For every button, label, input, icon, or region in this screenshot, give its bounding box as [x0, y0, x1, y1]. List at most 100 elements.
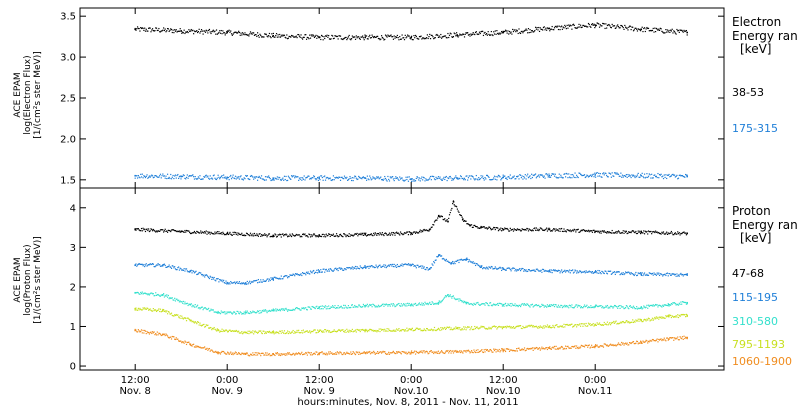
trace-dot: [672, 173, 674, 175]
trace-dot: [408, 231, 410, 233]
trace-dot: [542, 268, 544, 270]
trace-dot: [417, 351, 419, 354]
trace-dot: [219, 178, 221, 180]
trace-dot: [238, 313, 241, 315]
trace-dot: [191, 272, 193, 274]
trace-dot: [315, 179, 317, 181]
trace-dot: [389, 35, 391, 37]
trace-dot: [298, 35, 301, 37]
trace-dot: [332, 353, 334, 355]
trace-dot: [234, 231, 236, 233]
y-tick-label: 2: [70, 282, 76, 293]
trace-dot: [167, 336, 169, 339]
trace-dot: [279, 234, 282, 236]
trace-dot: [379, 232, 381, 234]
trace-dot: [294, 354, 296, 356]
trace-dot: [163, 230, 166, 232]
trace-dot: [267, 234, 269, 236]
trace-dot: [509, 32, 511, 34]
trace-dot: [481, 303, 483, 305]
trace-dot: [328, 34, 330, 37]
trace-dot: [612, 175, 614, 177]
trace-dot: [155, 265, 157, 267]
trace-dot: [160, 334, 162, 337]
trace-dot: [598, 346, 601, 348]
trace-dot: [369, 350, 371, 353]
trace-dot: [349, 331, 351, 333]
trace-dot: [291, 233, 293, 235]
trace-dot: [633, 306, 635, 309]
trace-dot: [295, 176, 297, 178]
trace-dot: [192, 320, 194, 322]
trace-dot: [391, 36, 393, 38]
trace-dot: [662, 274, 665, 276]
trace-dot: [557, 326, 559, 328]
trace-dot: [414, 264, 416, 267]
trace-dot: [543, 327, 545, 329]
trace-dot: [323, 352, 325, 354]
trace-dot: [237, 282, 239, 284]
trace-dot: [335, 268, 338, 271]
trace-dot: [444, 35, 446, 37]
trace-dot: [669, 232, 671, 234]
trace-dot: [632, 274, 635, 276]
trace-dot: [343, 352, 345, 354]
trace-dot: [320, 308, 323, 310]
trace-dot: [277, 178, 279, 180]
trace-dot: [181, 302, 184, 304]
trace-dot: [584, 176, 586, 179]
trace-dot: [168, 229, 170, 232]
trace-dot: [490, 30, 492, 33]
trace-dot: [501, 227, 504, 230]
trace-dot: [471, 175, 473, 177]
trace-dot: [536, 305, 538, 307]
series-310-580: [134, 291, 688, 315]
trace-dot: [226, 311, 229, 313]
trace-dot: [538, 327, 541, 329]
trace-dot: [255, 34, 257, 36]
trace-dot: [204, 348, 207, 350]
trace-dot: [248, 355, 250, 357]
trace-dot: [405, 351, 407, 353]
trace-dot: [451, 328, 453, 331]
trace-dot: [549, 346, 551, 348]
trace-dot: [157, 29, 159, 32]
trace-dot: [585, 229, 587, 232]
trace-dot: [149, 332, 151, 334]
trace-dot: [477, 33, 479, 36]
trace-dot: [489, 302, 491, 304]
trace-dot: [484, 31, 486, 34]
trace-dot: [253, 311, 255, 313]
trace-dot: [537, 327, 539, 329]
trace-dot: [460, 300, 462, 302]
trace-dot: [380, 176, 382, 178]
trace-dot: [491, 305, 493, 307]
trace-dot: [587, 325, 589, 327]
trace-dot: [230, 233, 232, 235]
trace-dot: [214, 30, 216, 32]
trace-dot: [571, 28, 573, 30]
trace-dot: [221, 350, 223, 353]
trace-dot: [452, 328, 455, 330]
trace-dot: [549, 271, 552, 273]
trace-dot: [554, 304, 556, 306]
trace-dot: [474, 351, 476, 353]
trace-dot: [307, 236, 309, 238]
trace-dot: [223, 174, 225, 176]
trace-dot: [680, 301, 682, 303]
trace-dot: [142, 293, 144, 295]
trace-dot: [629, 305, 631, 307]
trace-dot: [471, 261, 473, 263]
trace-dot: [501, 348, 504, 350]
trace-dot: [437, 255, 440, 257]
trace-dot: [270, 354, 272, 356]
trace-dot: [174, 174, 177, 176]
trace-dot: [350, 267, 353, 269]
trace-dot: [350, 353, 353, 355]
trace-dot: [388, 353, 391, 355]
trace-dot: [299, 274, 301, 276]
trace-dot: [263, 309, 265, 311]
trace-dot: [188, 230, 190, 232]
trace-dot: [137, 174, 139, 177]
trace-dot: [410, 264, 413, 266]
